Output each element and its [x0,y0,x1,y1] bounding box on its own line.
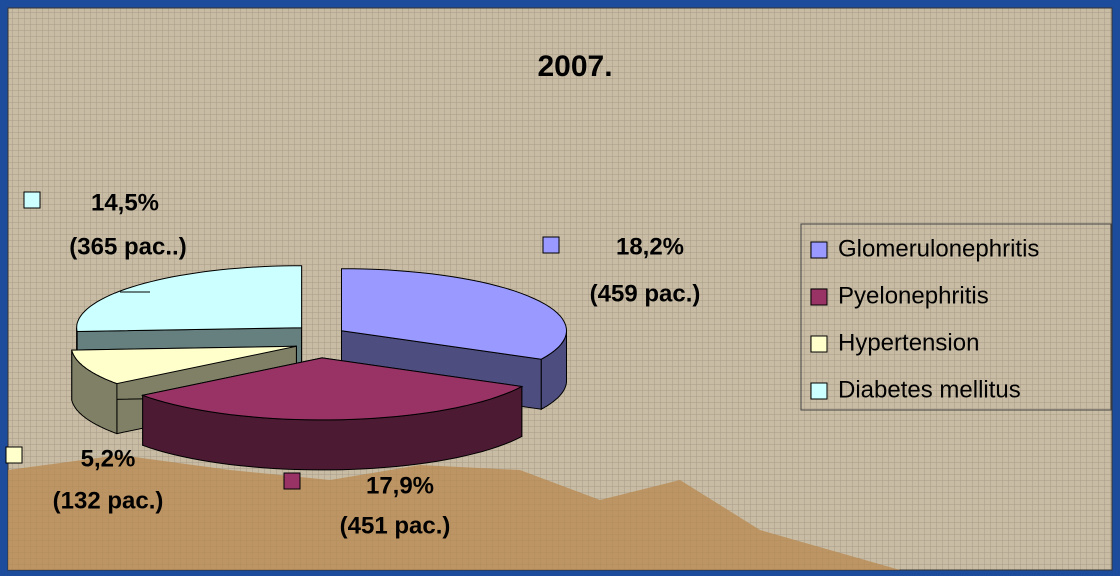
count-label: (459 pac.) [590,280,701,307]
chart: 2007. 18,2% (459 pac.) 17,9% (451 pac.) 5,2%… [0,0,1120,576]
label-key [6,447,22,463]
count-label: (365 pac..) [69,233,186,260]
chart-title: 2007. [537,50,612,83]
data-label: 14,5% [91,189,159,216]
count-label: (132 pac.) [53,487,164,514]
legend-label: Pyelonephritis [838,282,989,309]
count-label: (451 pac.) [340,512,451,539]
legend-key [811,242,827,258]
legend-key [811,289,827,305]
label-key [24,192,40,208]
label-key [284,473,300,489]
legend-key [811,383,827,399]
data-label: 17,9% [366,472,434,499]
data-label: 18,2% [616,233,684,260]
legend-label: Hypertension [838,329,979,356]
legend-key [811,336,827,352]
data-label: 5,2% [81,445,136,472]
label-key [543,237,559,253]
legend-label: Glomerulonephritis [838,235,1039,262]
legend-label: Diabetes mellitus [838,376,1021,403]
